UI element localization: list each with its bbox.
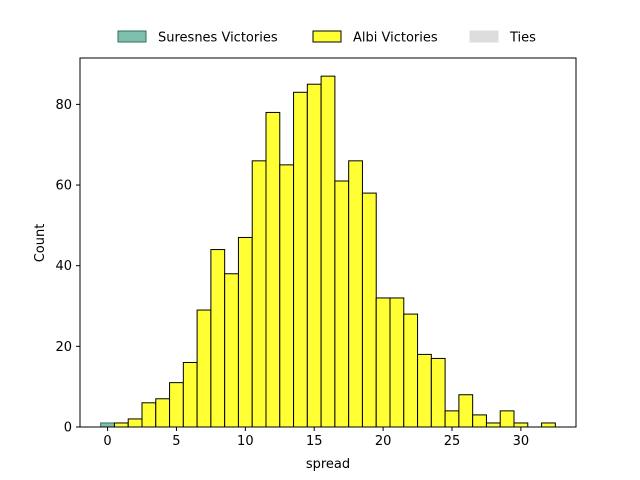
x-tick-label: 30 bbox=[513, 434, 530, 449]
legend-swatch bbox=[312, 30, 342, 43]
x-tick-label: 20 bbox=[375, 434, 392, 449]
plot-frame bbox=[79, 57, 577, 428]
histogram-bar bbox=[100, 422, 115, 428]
histogram-bar bbox=[541, 422, 556, 428]
histogram-bar bbox=[389, 297, 405, 428]
legend-swatch bbox=[469, 30, 499, 43]
x-tick-label: 0 bbox=[103, 434, 111, 449]
histogram-bar bbox=[279, 164, 295, 428]
histogram-bar bbox=[361, 192, 377, 428]
y-tick-label: 60 bbox=[55, 179, 72, 194]
histogram-bar bbox=[265, 111, 281, 428]
histogram-bar bbox=[458, 394, 474, 428]
axes-layer: 0 5 10 15 20 25 30 0 20 40 60 80 bbox=[55, 57, 577, 449]
legend-swatch bbox=[117, 30, 147, 43]
histogram-bar bbox=[499, 410, 515, 428]
x-tick-label: 15 bbox=[306, 434, 323, 449]
x-axis-label: spread bbox=[306, 457, 350, 472]
histogram-bar bbox=[155, 398, 171, 428]
legend-label: Albi Victories bbox=[353, 31, 438, 46]
histogram-bar bbox=[251, 160, 267, 428]
histogram-bar bbox=[293, 91, 308, 428]
y-tick-label: 0 bbox=[64, 421, 72, 436]
histogram-bar bbox=[224, 273, 239, 428]
x-tick-label: 5 bbox=[172, 434, 180, 449]
histogram-bar bbox=[320, 75, 336, 428]
y-tick-label: 80 bbox=[55, 98, 72, 113]
y-tick-label: 40 bbox=[55, 259, 72, 274]
histogram-bar bbox=[182, 361, 198, 428]
x-tick-label: 25 bbox=[444, 434, 461, 449]
histogram-bar bbox=[513, 422, 529, 428]
histogram-bar bbox=[113, 422, 129, 428]
histogram-bar bbox=[237, 236, 253, 428]
histogram-bar bbox=[444, 410, 460, 428]
histogram-bar bbox=[348, 160, 363, 428]
histogram-bar bbox=[196, 309, 212, 428]
histogram-bar bbox=[169, 382, 184, 428]
x-tick-label: 10 bbox=[237, 434, 254, 449]
legend-label: Ties bbox=[509, 31, 536, 46]
histogram-bar bbox=[485, 422, 501, 428]
histogram-bar bbox=[210, 249, 226, 428]
histogram-bar bbox=[403, 313, 419, 428]
histogram-bar bbox=[430, 357, 446, 428]
histogram-bar bbox=[127, 418, 143, 428]
histogram-bar bbox=[141, 402, 157, 428]
y-tick-label: 20 bbox=[55, 340, 72, 355]
histogram-bar bbox=[417, 353, 432, 428]
legend: Suresnes Victories Albi Victories Ties bbox=[117, 30, 536, 46]
histogram-bar bbox=[472, 414, 487, 428]
y-axis-label: Count bbox=[33, 224, 48, 263]
histogram-bar bbox=[306, 83, 322, 428]
histogram-bar bbox=[375, 297, 391, 428]
histogram-bar bbox=[334, 180, 350, 428]
legend-label: Suresnes Victories bbox=[158, 31, 278, 46]
